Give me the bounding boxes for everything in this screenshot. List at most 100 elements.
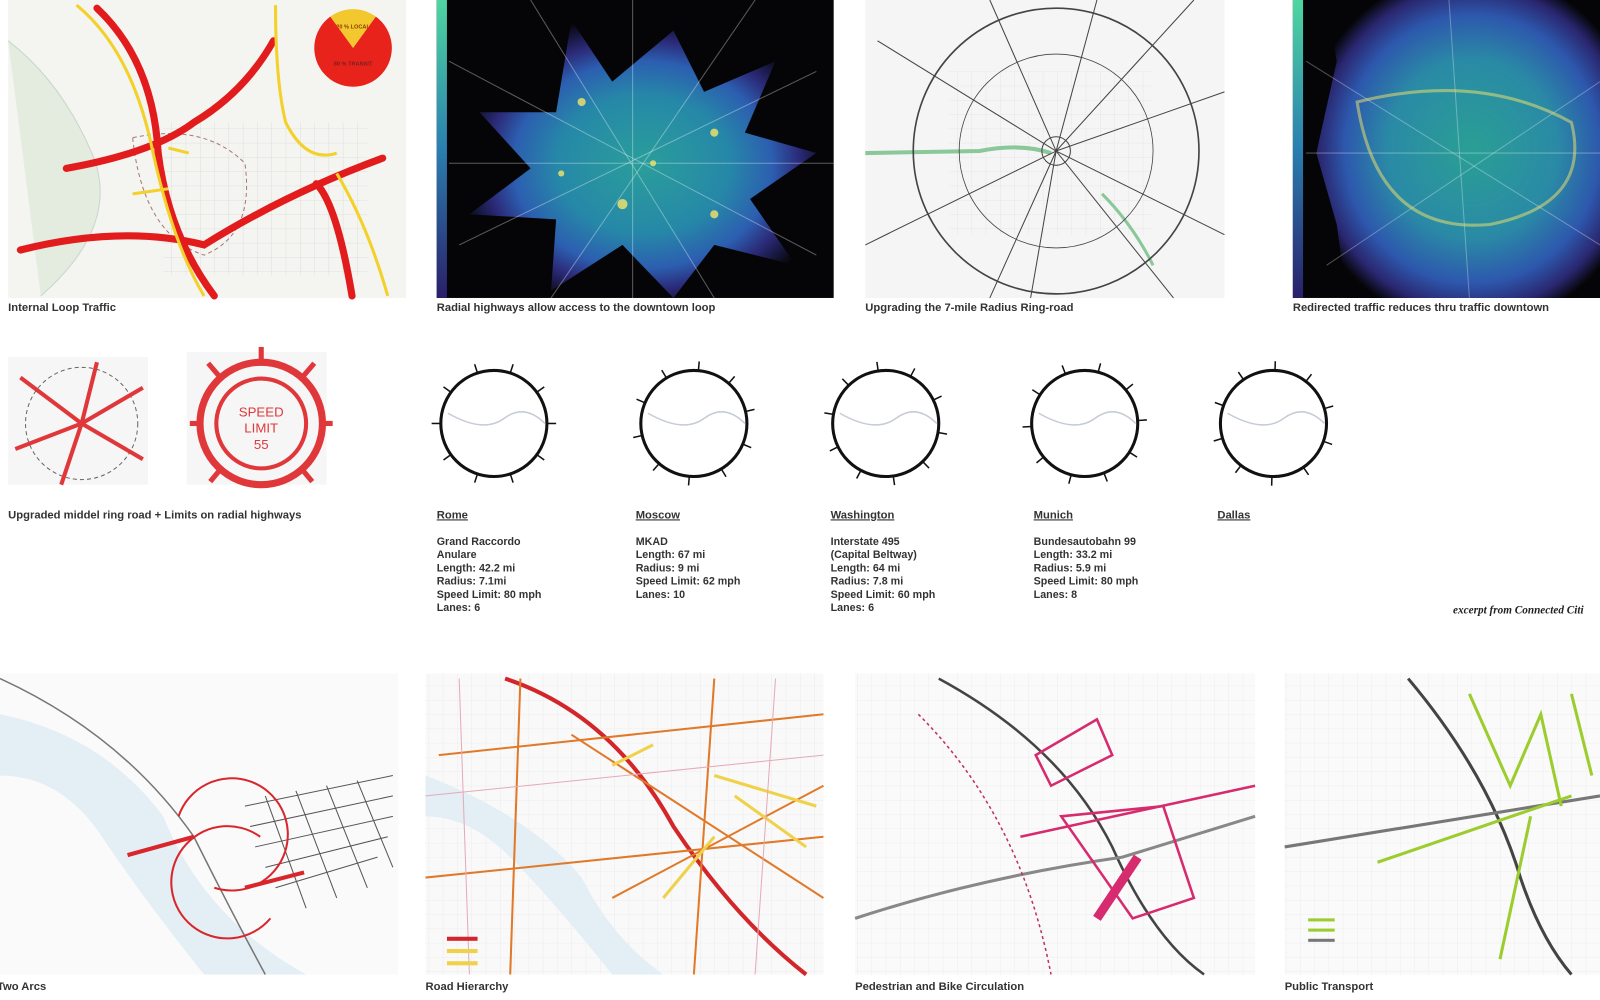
radial-spur — [855, 470, 862, 479]
radial-spur — [824, 412, 834, 416]
speed-sign-text: LIMIT — [244, 421, 278, 436]
radial-spur — [937, 431, 948, 435]
radial-spur — [1061, 365, 1067, 375]
river — [839, 411, 938, 426]
pie-slice — [330, 9, 376, 48]
source-note: excerpt from Connected Citi — [1453, 604, 1584, 616]
panel-caption: Internal Loop Traffic — [8, 302, 116, 314]
city-detail: Bundesautobahn 99 — [1034, 536, 1136, 548]
radial-spur — [1302, 466, 1310, 476]
redirected-heatmap — [1292, 0, 1600, 298]
radial-spur — [1214, 401, 1224, 407]
radial-spur — [1324, 405, 1334, 410]
public-transport-map — [1284, 673, 1600, 976]
radial-spur — [633, 434, 643, 439]
ring-diagram — [431, 364, 557, 483]
city-name: Washington — [831, 509, 895, 521]
radial-diagram — [8, 357, 148, 486]
river — [647, 411, 746, 426]
pie-label: 20 % LOCAL — [336, 25, 370, 31]
speed-sign-text: SPEED — [239, 404, 284, 419]
panel-caption: Radial highways allow access to the down… — [437, 302, 716, 314]
radial-spur — [829, 446, 839, 452]
radial-spur — [661, 369, 668, 379]
radial-spur — [1097, 363, 1102, 373]
radial-heatmap — [436, 0, 834, 299]
radial-spur — [509, 473, 514, 483]
ring-diagram — [824, 361, 948, 486]
ring-diagram — [1213, 361, 1334, 486]
city-detail: Speed Limit: 62 mph — [636, 576, 741, 588]
city-detail: Grand Raccordo — [437, 536, 521, 548]
radial-spur — [1323, 440, 1333, 446]
radial-spur — [636, 398, 646, 404]
radial-spur — [697, 361, 700, 371]
radial-spur — [509, 364, 514, 374]
two-arcs-map — [0, 673, 398, 975]
speed-sign-text: 55 — [254, 437, 269, 452]
radial-spur — [933, 395, 942, 401]
ring-road — [831, 368, 941, 479]
radial-spur — [745, 408, 755, 413]
radial-spur — [443, 386, 452, 393]
ring-road — [1030, 368, 1140, 479]
radial-spur — [720, 468, 727, 478]
city-detail: Lanes: 8 — [1034, 589, 1077, 601]
radial-spur — [1128, 451, 1138, 458]
city-detail: Radius: 5.9 mi — [1034, 562, 1107, 574]
ring-diagram — [633, 361, 755, 486]
radial-spur — [473, 364, 479, 374]
radial-spur — [909, 368, 916, 377]
city-detail: Lanes: 6 — [831, 602, 874, 614]
city-detail: Length: 42.2 mi — [437, 562, 516, 574]
panel-caption: Pedestrian and Bike Circulation — [855, 981, 1024, 993]
radial-spur — [922, 460, 930, 469]
city-detail: Radius: 7.1mi — [437, 576, 507, 588]
city-detail: MKAD — [636, 536, 668, 548]
radial-spur — [841, 378, 850, 386]
radial-spur — [1234, 465, 1242, 474]
city-detail: Length: 67 mi — [636, 549, 706, 561]
city-detail: Lanes: 10 — [636, 589, 685, 601]
city-detail: Interstate 495 — [831, 536, 900, 548]
city-detail: Anulare — [437, 549, 477, 561]
radial-spur — [1103, 472, 1108, 482]
road-hierarchy-map — [425, 673, 825, 977]
ring-road-map — [865, 0, 1225, 299]
city-name: Rome — [437, 509, 468, 521]
ring-road — [639, 368, 749, 479]
radial-spur — [1137, 419, 1147, 422]
radial-spur — [1237, 371, 1245, 381]
radial-spur — [1125, 383, 1134, 391]
river — [1038, 411, 1137, 426]
river — [447, 411, 546, 426]
city-detail: Speed Limit: 80 mph — [1034, 576, 1139, 588]
city-detail: Radius: 9 mi — [636, 562, 700, 574]
panel-caption: Road Hierarchy — [426, 981, 510, 993]
city-detail: (Capital Beltway) — [831, 549, 918, 561]
river — [1227, 411, 1326, 426]
radial-spur — [876, 361, 879, 372]
internal-loop-map: 20 % LOCAL 80 % TRANSIT — [7, 0, 407, 300]
city-detail: Speed Limit: 80 mph — [437, 589, 542, 601]
city-detail: Speed Limit: 60 mph — [831, 589, 936, 601]
radial-spur — [1031, 389, 1041, 396]
radial-spur — [473, 473, 479, 483]
pie-slice — [314, 16, 392, 87]
radial-spur — [443, 454, 452, 461]
ring-road — [1218, 368, 1329, 479]
city-detail: Length: 33.2 mi — [1034, 549, 1113, 561]
radial-spur — [728, 375, 736, 384]
ring-diagram — [1022, 363, 1147, 484]
radial-spur — [652, 463, 660, 472]
city-detail: Length: 64 mi — [831, 562, 901, 574]
city-detail: Radius: 7.8 mi — [831, 576, 904, 588]
radial-spur — [1036, 456, 1045, 464]
city-name: Dallas — [1217, 509, 1250, 521]
panel-caption: Upgraded middel ring road + Limits on ra… — [8, 509, 301, 521]
panel-caption: Redirected traffic reduces thru traffic … — [1293, 302, 1549, 314]
radial-spur — [1305, 373, 1313, 382]
